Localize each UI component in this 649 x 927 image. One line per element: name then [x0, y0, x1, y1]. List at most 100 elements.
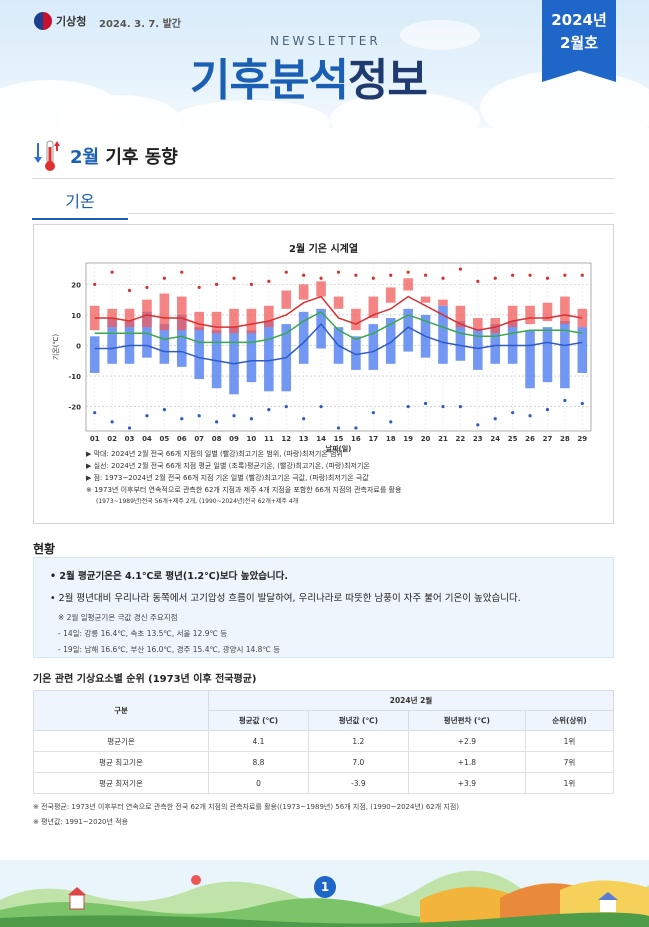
ribbon-year: 2024년: [551, 11, 607, 29]
extreme-point: [319, 404, 323, 409]
x-tick-label: 07: [194, 435, 204, 443]
status-sub-note: ※ 2월 일평균기온 극값 경신 주요지점: [58, 613, 178, 622]
header-banner: 기상청 2024. 3. 7. 발간 NEWSLETTER 기후분석정보 202…: [0, 0, 649, 128]
table-row: 평균기온 4.1 1.2 +2.9 1위: [33, 730, 615, 752]
status-heading: 현황: [33, 542, 56, 556]
cloud-decoration: [400, 20, 480, 50]
y-axis-label: 기온(℃): [51, 334, 60, 360]
section-heading: 2월 기후 동향: [32, 137, 178, 175]
extreme-point: [110, 270, 114, 274]
y-tick-label: 20: [71, 281, 81, 289]
x-tick-label: 03: [125, 435, 135, 443]
table-title: 기온 관련 기상요소별 순위 (1973년 이후 전국평균): [33, 674, 257, 685]
footnote: ※ 전국평균: 1973년 이후부터 연속으로 관측한 전국 62개 지점의 관…: [33, 803, 460, 811]
series-line: [94, 310, 583, 344]
extreme-point: [563, 398, 567, 403]
extreme-point: [215, 420, 219, 424]
max-range-bar: [542, 302, 553, 322]
x-tick-label: 11: [264, 435, 274, 443]
cloud-decoration: [60, 95, 180, 128]
extreme-point: [545, 276, 550, 280]
status-box: • 2월 평균기온은 4.1℃로 평년(1.2℃)보다 높았습니다. • 2월 …: [33, 557, 614, 658]
min-range-bar: [473, 330, 483, 370]
ranking-table: 구분 2024년 2월 평균값 (℃) 평년값 (℃) 평년편차 (℃) 순위(…: [33, 690, 615, 794]
min-range-bar: [298, 311, 309, 364]
extreme-point: [545, 408, 550, 412]
max-range-bar: [403, 278, 413, 291]
table-cell: +3.9: [407, 772, 526, 794]
y-tick-label: -10: [68, 373, 81, 381]
x-tick-label: 20: [421, 435, 431, 443]
x-tick-label: 01: [90, 435, 100, 443]
extreme-point: [197, 285, 201, 290]
min-range-bar: [194, 327, 204, 380]
table-cell: 8.8: [208, 751, 309, 773]
max-range-bar: [229, 308, 239, 334]
extreme-point: [336, 426, 341, 430]
extreme-point: [580, 401, 584, 406]
extreme-point: [197, 414, 201, 418]
extreme-point: [458, 267, 462, 271]
issue-date: 2024. 3. 7. 발간: [99, 19, 181, 30]
min-range-bar: [385, 317, 396, 364]
min-range-bar: [211, 330, 222, 389]
min-range-bar: [455, 321, 466, 361]
chart-notes: ▶ 막대: 2024년 2월 전국 66개 지점의 일별 (빨강)최고기온 범위…: [86, 448, 401, 508]
ribbon-month: 2월호: [559, 34, 599, 52]
x-tick-label: 13: [299, 435, 309, 443]
y-tick-label: 0: [76, 342, 81, 350]
extreme-point: [441, 404, 445, 409]
x-tick-label: 08: [212, 435, 222, 443]
min-range-bar: [142, 311, 152, 358]
tab-temperature[interactable]: 기온: [32, 188, 128, 220]
col-header-category: 구분: [33, 690, 209, 731]
min-range-bar: [507, 321, 518, 364]
table-cell: 4.1: [208, 730, 309, 752]
note-line: ▶ 점: 1973~2024년 2월 전국 66개 지점 기온 일별 (빨강)최…: [86, 474, 369, 482]
col-header: 평균값 (℃): [208, 710, 309, 731]
note-line: ▶ 막대: 2024년 2월 전국 66개 지점의 일별 (빨강)최고기온 범위…: [86, 450, 343, 458]
extreme-point: [93, 282, 97, 286]
min-range-bar: [89, 336, 100, 373]
x-tick-label: 16: [351, 435, 361, 443]
min-range-bar: [403, 308, 413, 352]
extreme-point: [371, 276, 375, 280]
extreme-point: [528, 273, 532, 277]
extreme-point: [389, 420, 393, 424]
extreme-point: [371, 411, 375, 415]
max-range-bar: [490, 317, 501, 334]
x-tick-label: 21: [438, 435, 448, 443]
max-range-bar: [264, 305, 274, 328]
extreme-point: [180, 417, 184, 421]
max-range-bar: [176, 296, 187, 331]
extreme-point: [458, 404, 462, 409]
extreme-point: [563, 273, 567, 277]
extreme-point: [127, 288, 132, 293]
x-tick-label: 18: [386, 435, 396, 443]
max-range-bar: [507, 305, 518, 328]
x-tick-label: 02: [107, 435, 117, 443]
extreme-point: [284, 270, 288, 274]
x-tick-label: 19: [403, 435, 413, 443]
issue-ribbon: 2024년 2월호: [542, 0, 616, 82]
extreme-point: [162, 408, 166, 412]
temperature-chart: 2월 기온 시계열 -20 -10 0 10 20 01 02 03 04 05 06 07 08 09 1…: [33, 224, 614, 524]
extreme-point: [493, 276, 497, 280]
max-range-bar: [351, 308, 361, 331]
y-tick-label: -20: [68, 404, 81, 412]
extreme-point: [423, 273, 428, 277]
extreme-point: [215, 282, 219, 286]
newsletter-title: 기후분석정보: [190, 44, 428, 108]
max-range-bar: [473, 317, 483, 331]
extreme-point: [145, 285, 149, 290]
kma-logo: 기상청: [34, 12, 86, 30]
x-tick-label: 23: [473, 435, 483, 443]
extreme-point: [423, 401, 428, 406]
min-range-bar: [124, 321, 135, 364]
table-cell: 1위: [524, 730, 615, 752]
status-sub-line: - 14일: 강릉 16.4℃, 속초 13.5℃, 서울 12.9℃ 등: [58, 629, 228, 638]
col-header-period: 2024년 2월: [208, 690, 614, 711]
x-tick-label: 15: [334, 435, 344, 443]
extreme-point: [232, 276, 236, 280]
extreme-point: [493, 417, 497, 421]
